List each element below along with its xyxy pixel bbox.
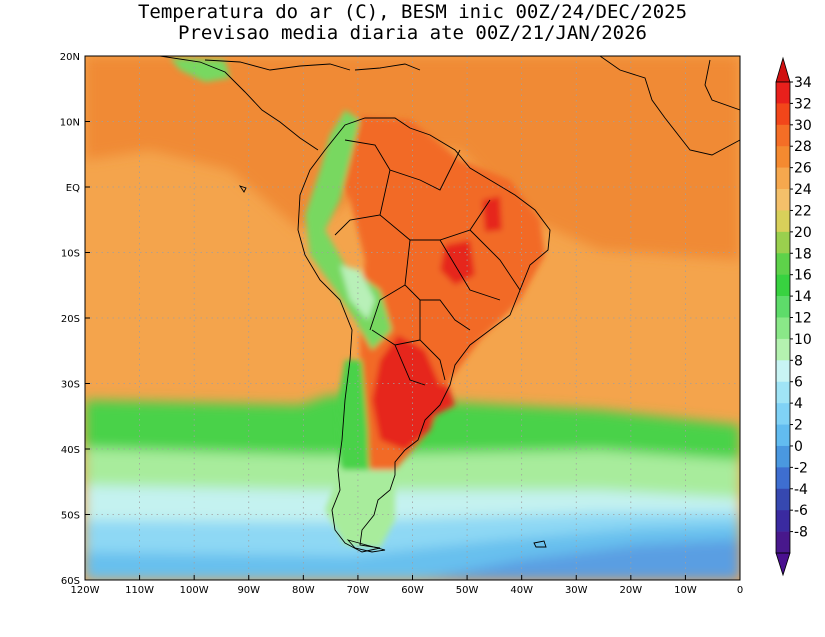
hotspot-chaco [372, 335, 440, 450]
colorbar-label: 2 [794, 418, 803, 434]
lat-tick-label: EQ [66, 183, 80, 194]
colorbar-label: 34 [794, 75, 812, 91]
colorbar-label: 26 [794, 161, 812, 177]
colorbar-label: 30 [794, 118, 812, 134]
colorbar-segment [776, 317, 790, 340]
lon-tick-label: 110W [125, 585, 154, 596]
hotspot-uruguay [422, 385, 455, 418]
temperature-field [85, 56, 740, 580]
colorbar-segment [776, 381, 790, 404]
colorbar-label: -6 [794, 503, 808, 519]
colorbar-label: 32 [794, 96, 812, 112]
colorbar-top-arrow [775, 56, 791, 83]
lon-tick-label: 120W [71, 585, 100, 596]
colorbar-label: 24 [794, 182, 812, 198]
coastlines [159, 56, 740, 553]
colorbar-segment [776, 146, 790, 168]
colorbar-segment [776, 231, 790, 254]
lon-tick-label: 100W [180, 585, 209, 596]
colorbar-segment [776, 338, 790, 361]
lat-tick-label: 20N [60, 52, 80, 63]
colorbar-label: 12 [794, 311, 812, 327]
colorbar-segment [776, 424, 790, 447]
colorbar-label: 28 [794, 139, 812, 155]
lat-tick-label: 50S [61, 511, 80, 522]
colorbar-segment [776, 510, 790, 532]
colorbar-segment [776, 445, 790, 468]
lat-tick-label: 40S [61, 445, 80, 456]
lat-tick-label: 20S [61, 314, 80, 325]
lon-tick-label: 80W [292, 585, 315, 596]
colorbar-segment [776, 360, 790, 383]
lon-tick-label: 10W [674, 585, 697, 596]
lat-tick-label: 10S [61, 249, 80, 260]
lat-tick-label: 60S [61, 576, 80, 587]
colorbar-label: 14 [794, 289, 812, 305]
colorbar-label: 8 [794, 353, 803, 369]
graticule [85, 56, 740, 580]
colorbar-segment [776, 167, 790, 190]
title-line-2: Previsao media diaria ate 00Z/21/JAN/202… [178, 22, 647, 44]
hotspot-northeast [482, 196, 502, 232]
hotspot-brazil-central [440, 240, 475, 285]
chart-title: Temperatura do ar (C), BESM inic 00Z/24/… [0, 2, 825, 44]
africa-coastline [599, 56, 740, 156]
colorbar-segment [776, 531, 790, 554]
colorbar-bottom-arrow [775, 552, 791, 577]
colorbar-segment [776, 274, 790, 297]
colorbar-segment [776, 296, 790, 318]
colorbar-segment [776, 210, 790, 233]
colorbar-segment [776, 124, 790, 147]
colorbar-label: 18 [794, 246, 812, 262]
lon-tick-label: 50W [456, 585, 479, 596]
colorbar-label: 22 [794, 203, 812, 219]
latitude-axis: 20N 10N EQ 10S 20S 30S 40S 50S 60S [60, 52, 90, 587]
lat-tick-label: 30S [61, 380, 80, 391]
andes-cold-field [340, 265, 375, 320]
south-america-coastline [297, 117, 551, 553]
lon-tick-label: 0 [737, 585, 743, 596]
colorbar-segment [776, 253, 790, 275]
lat-tick-label: 10N [60, 118, 80, 129]
central-america-coastline [159, 56, 421, 151]
colorbar-label: -2 [794, 460, 808, 476]
colorbar-segment [776, 82, 790, 104]
galapagos [238, 185, 247, 193]
lon-tick-label: 90W [237, 585, 260, 596]
colorbar-label: -4 [794, 482, 808, 498]
central-america-cool [170, 58, 230, 82]
lon-tick-label: 70W [347, 585, 370, 596]
colorbar-label: 0 [794, 439, 803, 455]
band-2C [420, 540, 740, 580]
lon-tick-label: 40W [510, 585, 533, 596]
colorbar-label: 4 [794, 396, 803, 412]
colorbar-segment [776, 403, 790, 425]
colorbar-segment [776, 103, 790, 126]
colorbar-label: 20 [794, 225, 812, 241]
borders [334, 139, 521, 386]
colorbar-label: -8 [794, 525, 808, 541]
andes-cool-field [305, 110, 392, 350]
colorbar-segment [776, 189, 790, 211]
patagonia-cool [325, 470, 395, 548]
colorbar-segment [776, 488, 790, 511]
title-line-1: Temperatura do ar (C), BESM inic 00Z/24/… [137, 1, 688, 23]
lon-tick-label: 60W [401, 585, 424, 596]
tierra-del-fuego [346, 539, 386, 553]
longitude-axis: 120W 110W 100W 90W 80W 70W 60W 50W 40W 30W 20W 10W 0 [71, 575, 743, 596]
lon-tick-label: 20W [620, 585, 643, 596]
colorbar-label: 10 [794, 332, 812, 348]
colorbar-label: 16 [794, 268, 812, 284]
falklands [533, 540, 547, 548]
lon-tick-label: 30W [565, 585, 588, 596]
colorbar-segment [776, 467, 790, 490]
colorbar-label: 6 [794, 375, 803, 391]
